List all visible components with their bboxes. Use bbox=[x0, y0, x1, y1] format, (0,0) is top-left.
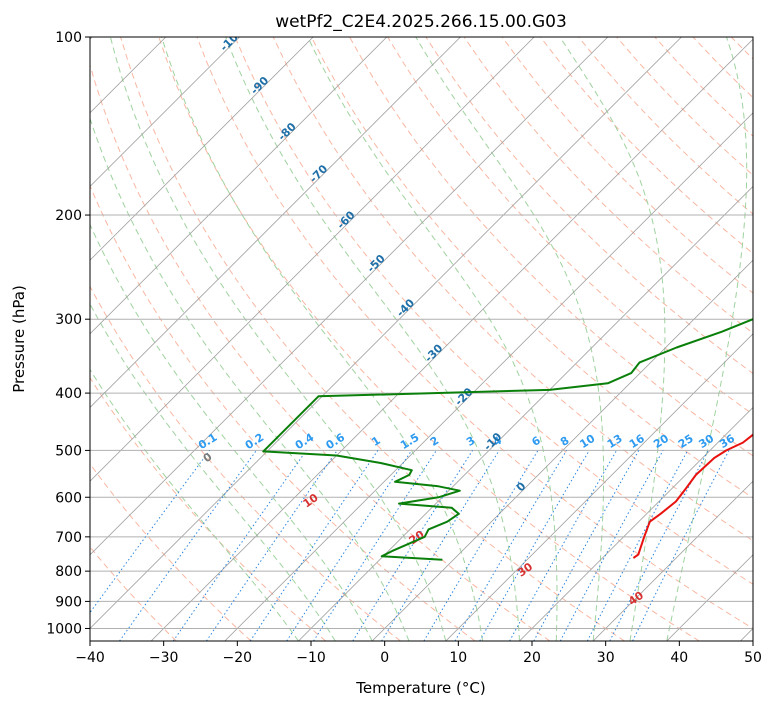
mixing-ratio-line bbox=[90, 450, 211, 614]
x-tick-label: 0 bbox=[380, 650, 389, 666]
y-tick-label: 300 bbox=[55, 312, 82, 328]
mixing-ratio-line bbox=[533, 450, 640, 641]
mixing-ratio-line bbox=[509, 450, 618, 641]
y-axis: 100 200 300 400 500 600 700 800 900 1000 bbox=[46, 30, 90, 638]
mixing-ratio-line bbox=[381, 450, 500, 641]
isotherm-line bbox=[519, 406, 753, 641]
y-axis-title: Pressure (hPa) bbox=[10, 285, 28, 393]
mixing-ratio-line bbox=[313, 450, 437, 641]
x-tick-label: −20 bbox=[223, 650, 253, 666]
y-tick-label: 1000 bbox=[46, 622, 82, 638]
plot-frame bbox=[89, 36, 754, 642]
x-tick-label: 40 bbox=[670, 650, 688, 666]
x-axis-title: Temperature (°C) bbox=[355, 679, 485, 697]
x-tick-label: −40 bbox=[75, 650, 105, 666]
moist-adiabat bbox=[666, 37, 748, 641]
x-tick-label: 30 bbox=[597, 650, 615, 666]
moist-adiabat bbox=[109, 37, 447, 641]
dry-adiabat bbox=[463, 37, 753, 334]
isotherm-line bbox=[298, 185, 753, 641]
isotherm-line bbox=[90, 37, 388, 335]
isotherm-line bbox=[90, 37, 240, 188]
mixing-ratio-line bbox=[632, 450, 730, 641]
isotherm-line bbox=[371, 259, 753, 641]
x-tick-label: 20 bbox=[523, 650, 541, 666]
isotherm-line bbox=[592, 480, 753, 641]
moist-adiabat bbox=[90, 303, 336, 641]
y-tick-label: 600 bbox=[55, 490, 82, 506]
mixing-ratio-line bbox=[559, 450, 664, 641]
dry-adiabat bbox=[501, 37, 753, 294]
moist-adiabat bbox=[415, 37, 605, 641]
y-tick-label: 400 bbox=[55, 386, 82, 402]
y-tick-label: 200 bbox=[55, 208, 82, 224]
moist-adiabat bbox=[90, 223, 373, 641]
mixing-ratio-line bbox=[205, 450, 338, 641]
isotherm-line bbox=[90, 37, 461, 409]
x-tick-label: 10 bbox=[449, 650, 467, 666]
isotherm-line bbox=[90, 37, 314, 261]
mixing-ratio-line bbox=[172, 450, 307, 641]
isotherm-line bbox=[445, 333, 753, 641]
profiles bbox=[262, 318, 753, 561]
y-tick-label: 800 bbox=[55, 564, 82, 580]
moist-adiabat bbox=[90, 116, 410, 641]
mixing-ratio-line bbox=[286, 450, 413, 641]
moist-adiabat bbox=[307, 37, 558, 641]
dry-adiabat bbox=[234, 37, 753, 585]
dry-adiabat bbox=[90, 376, 327, 641]
x-axis: −40 −30 −20 −10 0 10 20 30 40 50 bbox=[75, 641, 762, 666]
moist-adiabat bbox=[559, 37, 666, 641]
dry-adiabat bbox=[90, 63, 551, 641]
y-tick-label: 900 bbox=[55, 594, 82, 610]
isotherm-line bbox=[90, 37, 609, 556]
dry-adiabat bbox=[158, 37, 700, 641]
y-tick-label: 500 bbox=[55, 443, 82, 459]
dry-adiabat bbox=[310, 37, 753, 499]
y-tick-label: 100 bbox=[55, 30, 82, 46]
x-tick-label: −10 bbox=[296, 650, 326, 666]
background-lines bbox=[90, 37, 753, 641]
mixing-ratio-line bbox=[249, 450, 379, 641]
dry-adiabat bbox=[120, 37, 625, 641]
mixing-ratio-line bbox=[119, 450, 257, 641]
x-tick-label: 50 bbox=[744, 650, 762, 666]
isotherm-line bbox=[90, 37, 682, 630]
y-tick-label: 700 bbox=[55, 530, 82, 546]
dry-adiabat bbox=[272, 37, 753, 542]
dry-adiabat bbox=[196, 37, 753, 630]
isotherm-line bbox=[150, 38, 753, 641]
dry-adiabat bbox=[90, 463, 252, 641]
x-tick-label: −30 bbox=[149, 650, 179, 666]
moist-adiabat bbox=[225, 37, 520, 641]
isotherm-line bbox=[90, 37, 535, 482]
isotherm-line bbox=[224, 112, 753, 641]
dewpoint-line bbox=[262, 318, 753, 561]
chart-title: wetPf2_C2E4.2025.266.15.00.G03 bbox=[275, 12, 567, 32]
temperature-line bbox=[632, 433, 753, 559]
